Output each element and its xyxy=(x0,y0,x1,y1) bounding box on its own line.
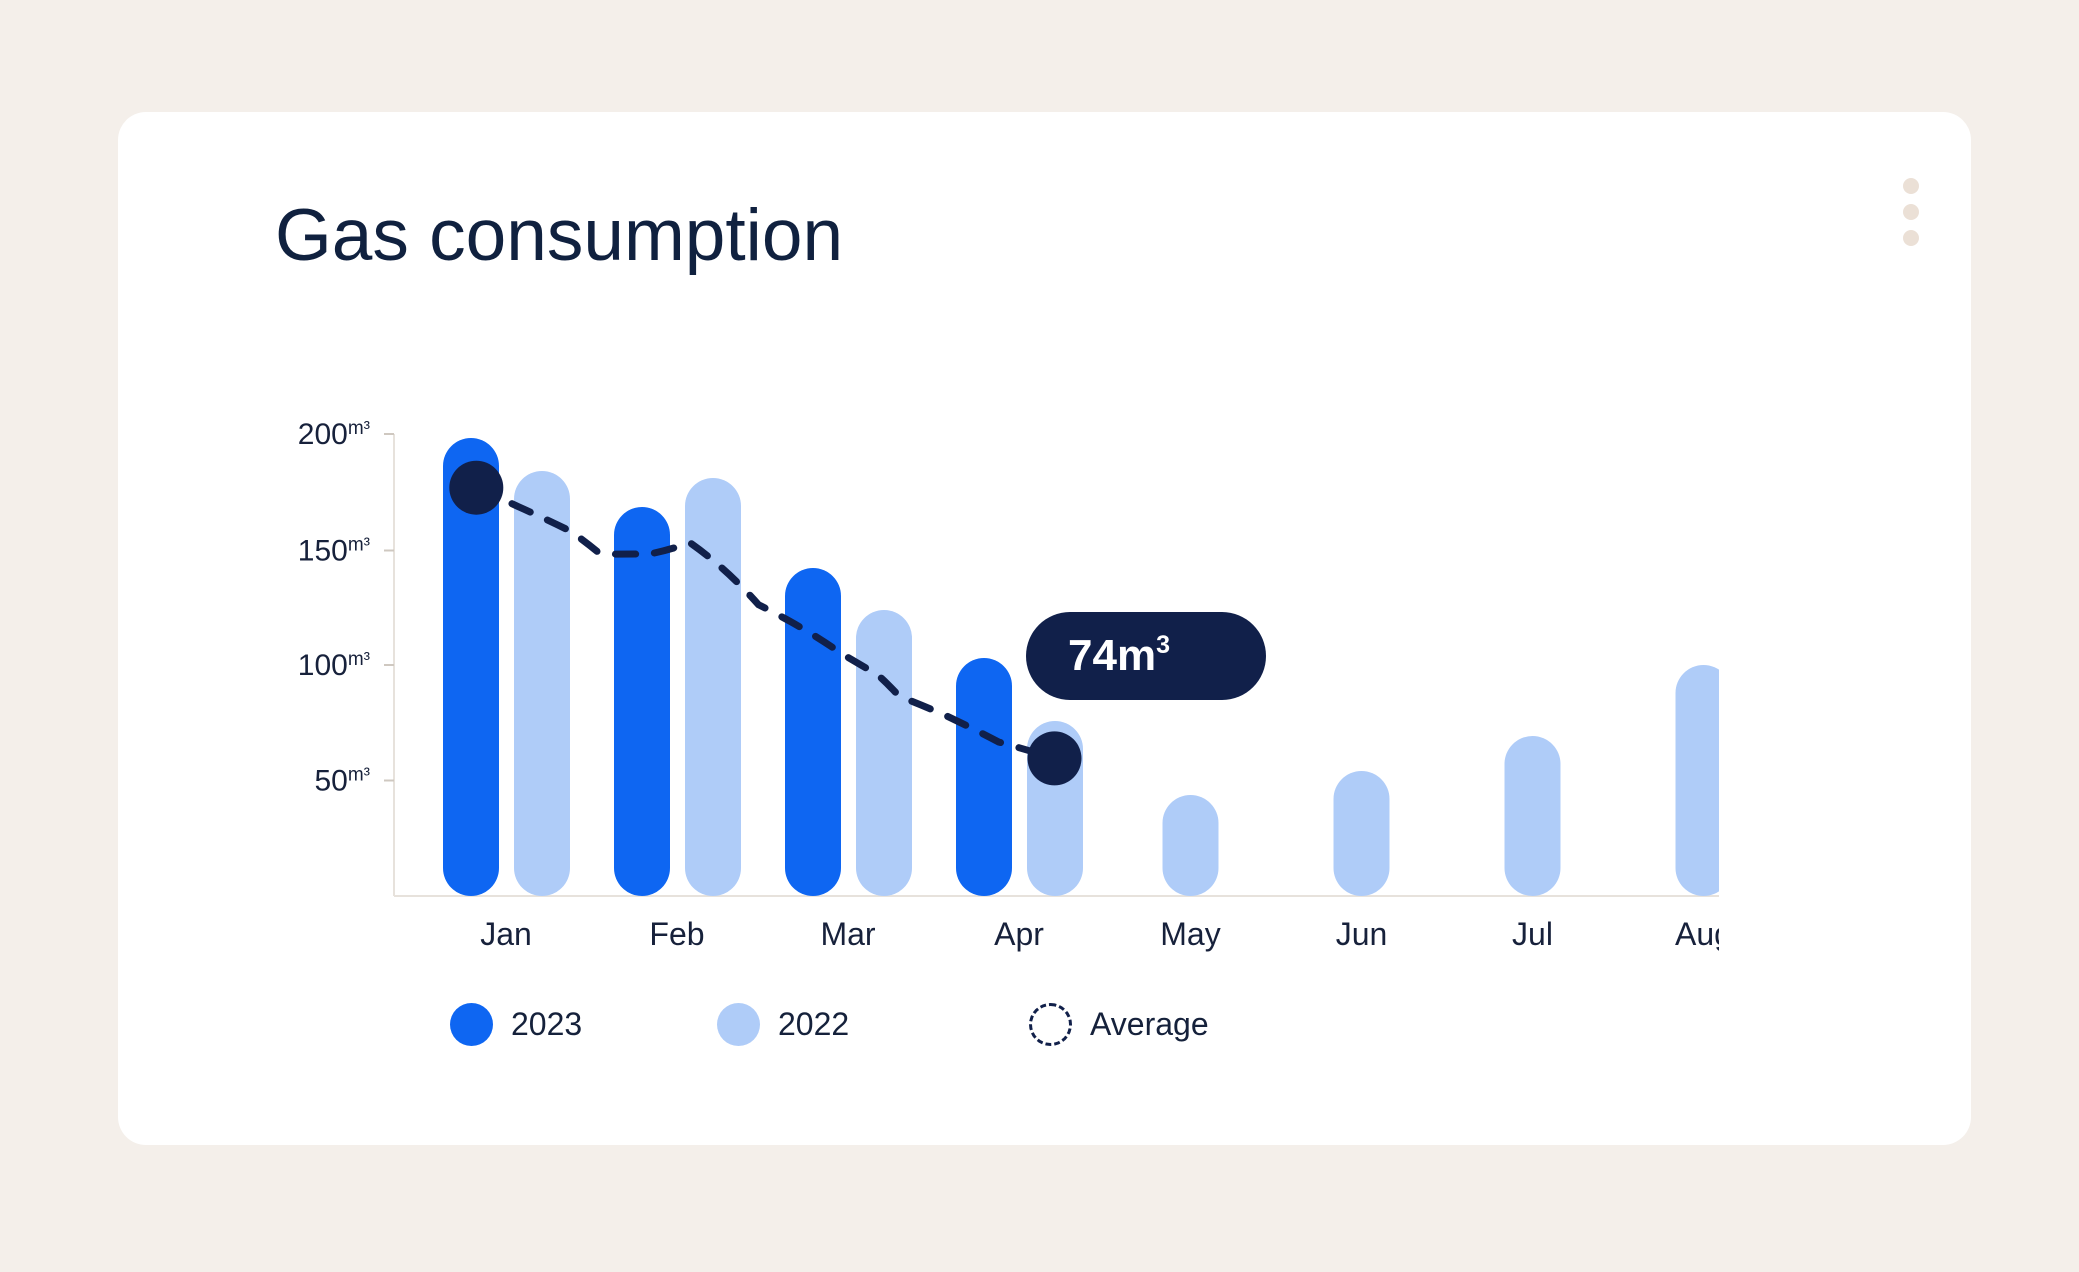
svg-text:Jul: Jul xyxy=(1512,916,1553,952)
svg-text:200m³: 200m³ xyxy=(298,418,370,451)
svg-text:50m³: 50m³ xyxy=(314,765,370,798)
svg-text:150m³: 150m³ xyxy=(298,535,370,568)
svg-text:100m³: 100m³ xyxy=(298,649,370,682)
svg-text:Aug: Aug xyxy=(1675,916,1732,952)
svg-text:Jun: Jun xyxy=(1336,916,1388,952)
svg-text:74m3: 74m3 xyxy=(1068,631,1170,680)
svg-text:Feb: Feb xyxy=(649,916,704,952)
svg-text:Apr: Apr xyxy=(994,916,1044,952)
svg-text:May: May xyxy=(1160,916,1220,952)
svg-text:Jan: Jan xyxy=(480,916,532,952)
svg-text:Mar: Mar xyxy=(820,916,875,952)
